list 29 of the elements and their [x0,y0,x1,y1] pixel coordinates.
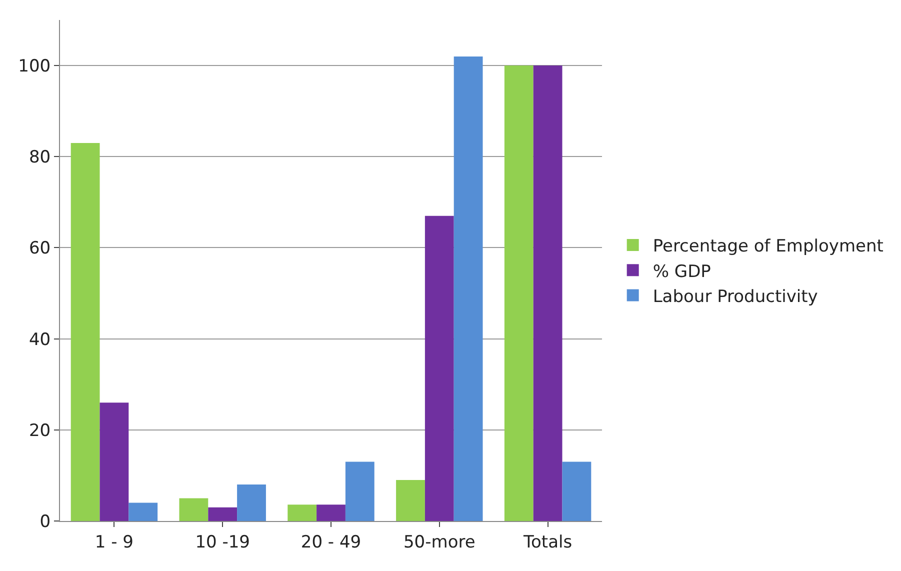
x-tick-label: 10 -19 [195,532,250,552]
y-tick-label: 100 [18,56,51,76]
bar [100,402,129,521]
bar [128,502,158,521]
y-tick-label: 80 [28,148,51,168]
y-tick-label: 20 [28,420,51,441]
bar [504,66,534,521]
y-tick-label: 0 [40,512,51,532]
bar [70,142,100,521]
bar [345,462,374,521]
y-tick-label: 40 [28,330,51,350]
bar [562,462,592,521]
x-tick-label: 1 - 9 [94,532,134,552]
x-tick-label: 20 - 49 [300,532,362,552]
bar [237,484,266,521]
x-tick-label: Totals [522,532,572,552]
bar [179,498,208,521]
bar [208,507,238,521]
bar [288,504,317,521]
bar [316,504,346,521]
legend-label: Percentage of Employment [652,236,884,257]
bar [424,216,454,521]
bar [396,480,425,521]
x-tick-label: 50-more [403,532,476,552]
legend-label: % GDP [652,262,711,282]
legend-label: Labour Productivity [652,286,818,307]
bar [454,56,483,521]
bar [533,66,562,521]
y-tick-label: 60 [28,238,51,259]
